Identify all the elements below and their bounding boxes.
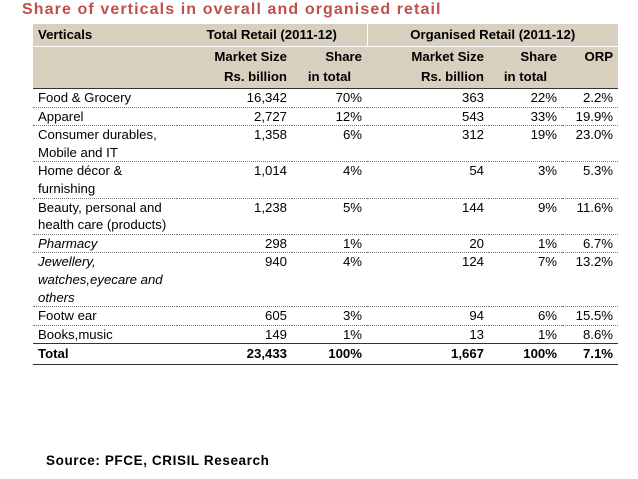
total-organised-share: 100% (489, 343, 562, 366)
table-row: Pharmacy 298 1% 20 1% 6.7% (33, 233, 619, 253)
row-vertical: Pharmacy (33, 233, 177, 253)
header-organised-unit: Rs. billion (420, 69, 484, 84)
row-organised-share: 19% (489, 125, 562, 162)
page-title: Share of verticals in overall and organi… (22, 1, 442, 18)
row-vertical: Jewellery, watches,eyecare and others (33, 252, 177, 307)
row-total-size: 1,014 (177, 161, 292, 199)
header-verticals: Verticals (33, 24, 177, 47)
total-row: Total 23,433 100% 1,667 100% 7.1% (33, 343, 619, 366)
row-total-size: 1,238 (177, 197, 292, 235)
row-orp: 6.7% (562, 233, 619, 253)
total-label: Total (33, 343, 177, 366)
row-total-size: 1,358 (177, 125, 292, 162)
row-total-size: 298 (177, 233, 292, 253)
row-vertical: Consumer durables, Mobile and IT (33, 125, 177, 162)
table-row: Footw ear 605 3% 94 6% 15.5% (33, 306, 619, 326)
table-row: Home décor & furnishing 1,014 4% 54 3% 5… (33, 161, 619, 199)
header-total-market-size: Market Size (214, 49, 287, 64)
table-row: Food & Grocery 16,342 70% 363 22% 2.2% (33, 88, 619, 108)
row-organised-share: 3% (489, 161, 562, 199)
row-organised-size: 543 (367, 106, 489, 126)
row-organised-share: 22% (489, 88, 562, 108)
header-organised-market-size: Market Size (411, 49, 484, 64)
row-total-share: 1% (292, 233, 367, 253)
row-orp: 13.2% (562, 252, 619, 307)
row-organised-size: 94 (367, 306, 489, 326)
row-organised-size: 13 (367, 324, 489, 344)
row-total-share: 70% (292, 88, 367, 108)
row-organised-share: 1% (489, 233, 562, 253)
row-vertical: Books,music (33, 324, 177, 344)
row-total-share: 4% (292, 252, 367, 307)
header-total-share-sub: in total (307, 69, 352, 84)
row-vertical: Beauty, personal and health care (produc… (33, 197, 177, 235)
table-row: Consumer durables, Mobile and IT 1,358 6… (33, 125, 619, 162)
row-organised-share: 7% (489, 252, 562, 307)
row-total-share: 3% (292, 306, 367, 326)
table-row: Jewellery, watches,eyecare and others 94… (33, 252, 619, 307)
row-organised-share: 6% (489, 306, 562, 326)
row-vertical: Home décor & furnishing (33, 161, 177, 199)
header-total-share: Share (325, 49, 362, 64)
row-organised-size: 312 (367, 125, 489, 162)
row-organised-size: 363 (367, 88, 489, 108)
row-vertical: Food & Grocery (33, 88, 177, 108)
row-organised-size: 20 (367, 233, 489, 253)
header-orp: ORP (584, 49, 614, 64)
row-total-size: 940 (177, 252, 292, 307)
header-organised-retail: Organised Retail (2011-12) (366, 24, 619, 47)
row-total-size: 16,342 (177, 88, 292, 108)
row-total-size: 149 (177, 324, 292, 344)
header-total-unit: Rs. billion (223, 69, 287, 84)
row-total-share: 4% (292, 161, 367, 199)
row-total-size: 2,727 (177, 106, 292, 126)
header-organised-share-sub: in total (503, 69, 548, 84)
row-organised-share: 1% (489, 324, 562, 344)
source-note: Source: PFCE, CRISIL Research (46, 453, 270, 468)
table-row: Beauty, personal and health care (produc… (33, 197, 619, 235)
row-orp: 5.3% (562, 161, 619, 199)
row-orp: 15.5% (562, 306, 619, 326)
row-orp: 11.6% (562, 197, 619, 235)
row-organised-size: 124 (367, 252, 489, 307)
row-orp: 8.6% (562, 324, 619, 344)
row-total-share: 1% (292, 324, 367, 344)
header-organised-share: Share (520, 49, 557, 64)
row-organised-size: 144 (367, 197, 489, 235)
row-total-size: 605 (177, 306, 292, 326)
row-total-share: 5% (292, 197, 367, 235)
total-total-size: 23,433 (177, 343, 292, 366)
row-orp: 2.2% (562, 88, 619, 108)
table-row: Books,music 149 1% 13 1% 8.6% (33, 324, 619, 344)
table-row: Apparel 2,727 12% 543 33% 19.9% (33, 106, 619, 126)
row-vertical: Apparel (33, 106, 177, 126)
row-vertical: Footw ear (33, 306, 177, 326)
total-total-share: 100% (292, 343, 367, 366)
row-orp: 19.9% (562, 106, 619, 126)
total-orp: 7.1% (562, 343, 619, 366)
row-total-share: 6% (292, 125, 367, 162)
row-organised-share: 33% (489, 106, 562, 126)
row-total-share: 12% (292, 106, 367, 126)
row-organised-share: 9% (489, 197, 562, 235)
header-total-retail: Total Retail (2011-12) (177, 24, 367, 47)
row-orp: 23.0% (562, 125, 619, 162)
total-organised-size: 1,667 (367, 343, 489, 366)
row-organised-size: 54 (367, 161, 489, 199)
retail-verticals-table: Verticals Total Retail (2011-12) Organis… (33, 24, 619, 366)
